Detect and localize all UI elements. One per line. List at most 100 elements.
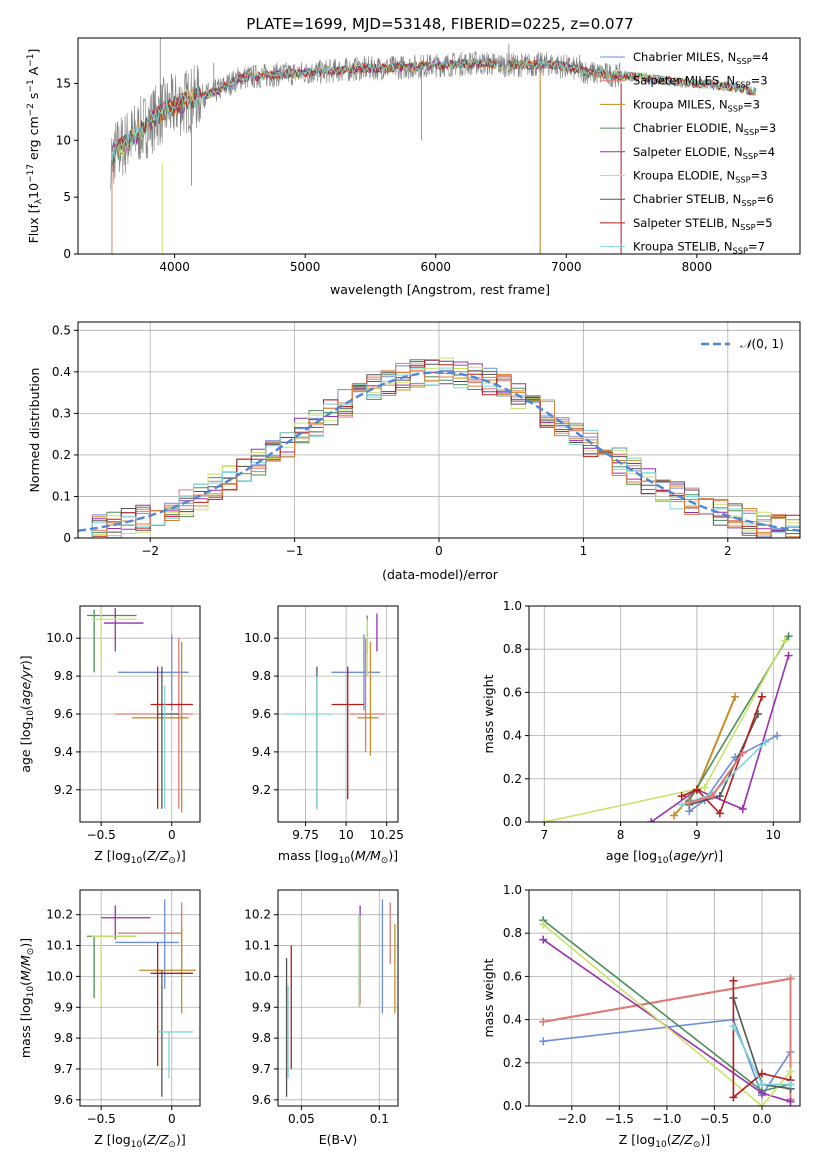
y-axis-label: mass weight [481,674,496,753]
y-tick-label: 0.0 [503,1099,522,1113]
y-tick-label: 0.4 [503,729,522,743]
mass-ebv-axes: 0.05 0.1 9.6 9.7 9.8 9.9 10.0 10.1 10.2 E(B-V) [244,889,399,1147]
weight-marker [786,1097,795,1106]
residuals-legend: 𝒩(0, 1) [701,337,784,351]
x-axis-label: age [log10(age/yr)] [606,848,723,866]
y-tick-label: 9.8 [54,669,73,683]
weight-marker [738,748,747,757]
legend-label: Kroupa STELIB, NSSP=7 [633,240,765,256]
y-tick-label: 0.2 [52,448,71,462]
weight-marker [677,800,686,809]
x-axis-label: mass [log10(M/M⊙)] [278,848,398,866]
y-tick-label: 10.0 [46,969,73,983]
weight-marker [729,1022,738,1031]
weight-line [543,1018,792,1097]
weight-marker [761,738,770,747]
y-tick-label: 0.2 [503,772,522,786]
x-tick-label: 0.0 [752,1112,771,1126]
y-tick-label: 9.6 [252,707,271,721]
x-tick-label: −0.5 [87,1112,116,1126]
weight-marker [786,1080,795,1089]
y-tick-label: 0 [63,531,71,545]
weight-line [732,980,791,1100]
axes-frame [277,889,399,1107]
legend-label: Chabrier MILES, NSSP=4 [633,50,769,66]
legend-label: Salpeter ELODIE, NSSP=4 [633,145,775,161]
weight-marker [784,632,793,641]
x-tick-label: −1.5 [605,1112,634,1126]
y-tick-label: 10.2 [244,908,271,922]
x-tick-label: 8 [617,828,625,842]
y-tick-label: 9.8 [54,1031,73,1045]
y-tick-label: 9.2 [252,783,271,797]
y-tick-label: 9.8 [252,1031,271,1045]
y-tick-label: 15 [56,76,71,90]
weight-marker [757,1069,766,1078]
y-tick-label: 9.6 [54,1093,73,1107]
weight-marker [757,692,766,701]
weight-marker [715,792,724,801]
weight-marker [729,976,738,985]
weight-marker [647,818,656,822]
axes-frame [77,37,801,255]
y-tick-label: 9.9 [252,1000,271,1014]
y-tick-label: 9.4 [54,745,73,759]
y-tick-label: 0.2 [503,1056,522,1070]
weight-marker [685,798,694,807]
y-tick-label: 0.3 [52,406,71,420]
weight-marker [784,651,793,660]
y-axis-label: mass weight [481,958,496,1037]
weight-marker [700,783,709,792]
y-tick-label: 10 [56,133,71,147]
legend-label: Salpeter STELIB, NSSP=5 [633,216,773,232]
y-tick-label: 9.9 [54,1000,73,1014]
axes-frame [79,889,201,1107]
x-tick-label: 5000 [290,260,321,274]
y-tick-label: 0.1 [52,489,71,503]
y-tick-label: 5 [63,190,71,204]
axes-frame [528,605,801,823]
plot-area [87,607,193,813]
y-tick-label: 1.0 [503,883,522,897]
y-axis-label: Flux [fλ10−17 erg cm−2 s−1 A−1] [26,49,44,244]
y-tick-label: 10.0 [244,631,271,645]
age-mass-axes: 9.75 10 10.25 9.2 9.4 9.6 9.8 10.0 mass [log10(M… [244,605,404,866]
weight-marker [677,792,686,801]
y-tick-label: 0.6 [503,969,522,983]
weight-marker [540,818,549,822]
plot-area [540,632,793,822]
y-tick-label: 10.0 [46,631,73,645]
x-tick-label: 10 [766,828,781,842]
x-tick-label: −2.0 [557,1112,586,1126]
weight-marker [780,636,789,645]
weight-marker [757,1102,766,1106]
weight-marker [670,811,679,820]
weight-marker [731,692,740,701]
y-axis-label: age [log10(age/yr)] [18,655,36,772]
x-tick-label: 7000 [551,260,582,274]
y-tick-label: 9.7 [252,1062,271,1076]
weight-marker [773,731,782,740]
y-tick-label: 9.2 [54,783,73,797]
y-tick-label: 9.4 [252,745,271,759]
x-tick-label: 0 [168,1112,176,1126]
weight-marker [757,1089,766,1098]
x-tick-label: 4000 [159,260,190,274]
x-tick-label: 10 [338,828,353,842]
age-Z-axes: −0.5 0 9.2 9.4 9.6 9.8 10.0 Z [log10(Z/Z⊙)] age … [18,605,201,866]
plot-area [110,38,757,254]
weight-marker [539,920,548,929]
x-tick-label: 0 [168,828,176,842]
plot-area [539,916,795,1106]
weight-marker [708,792,717,801]
histogram-step [78,359,800,538]
plot-area [284,613,386,809]
x-tick-label: 0 [435,544,443,558]
weight-marker [692,785,701,794]
legend-label: Chabrier STELIB, NSSP=6 [633,192,774,208]
x-tick-label: 6000 [420,260,451,274]
x-axis-label: Z [log10(Z/Z⊙)] [94,848,185,866]
weight-line [542,923,792,1106]
figure-title: PLATE=1699, MJD=53148, FIBERID=0225, z=0… [246,15,633,33]
